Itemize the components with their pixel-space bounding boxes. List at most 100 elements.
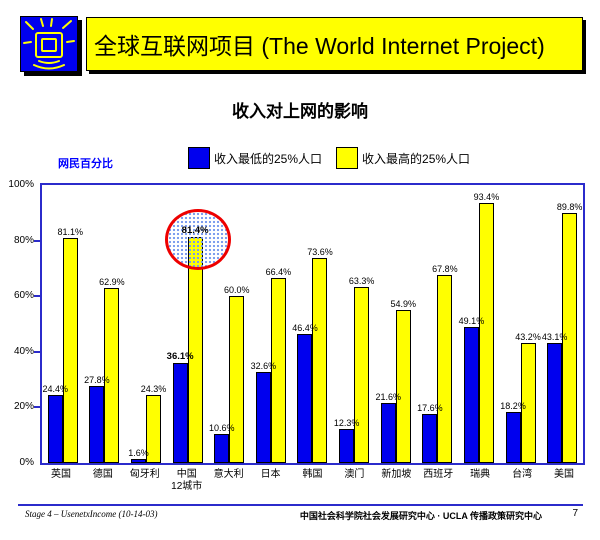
legend-label-low-income: 收入最低的25%人口 bbox=[214, 151, 323, 166]
bar-value-label: 89.8% bbox=[556, 202, 583, 213]
bar-group: 17.6% 67.8% bbox=[417, 185, 459, 463]
x-axis-labels: 英国 德国 匈牙利 中国 12城市 意大利 日本 韩国 澳门 新加坡 西班牙 瑞典 台湾 美国 bbox=[40, 469, 585, 492]
bar-high-income: 93.4% bbox=[474, 192, 499, 463]
x-axis-category-label: 韩国 bbox=[302, 469, 323, 480]
bar-low-income: 24.4% bbox=[43, 384, 68, 463]
bar-value-label: 17.6% bbox=[417, 403, 443, 414]
bar-low-income: 17.6% bbox=[417, 403, 443, 463]
bar-value-label: 27.8% bbox=[84, 374, 110, 385]
bar-group: 43.1% 89.8% bbox=[541, 185, 583, 463]
bar-high-income: 67.8% bbox=[432, 264, 458, 463]
bar-group: 12.3% 63.3% bbox=[333, 185, 375, 463]
bar-high-income: 54.9% bbox=[390, 299, 416, 463]
bar-high-income: 89.8% bbox=[557, 202, 582, 463]
bar-high-income: 73.6% bbox=[307, 247, 333, 463]
footer-left-text: Stage 4 – UsenetxIncome (10-14-03) bbox=[25, 509, 158, 519]
bar-value-label: 43.2% bbox=[515, 331, 541, 342]
bar-value-label: 10.6% bbox=[208, 422, 235, 433]
bar-group: 49.1% 93.4% bbox=[458, 185, 500, 463]
header-title: 全球互联网项目 (The World Internet Project) bbox=[94, 33, 545, 59]
x-axis-category-label: 德国 bbox=[92, 469, 113, 480]
y-axis-tick-mark bbox=[34, 406, 40, 409]
bar-high-income: 43.2% bbox=[515, 332, 541, 463]
bar-low-income: 1.6% bbox=[128, 448, 149, 463]
x-axis-category-label: 新加坡 bbox=[381, 469, 412, 480]
bar-value-label: 73.6% bbox=[307, 247, 333, 258]
bar-value-label: 81.1% bbox=[57, 226, 84, 237]
bar-value-label: 46.4% bbox=[292, 323, 318, 334]
x-axis-category-label: 瑞典 bbox=[470, 469, 491, 480]
x-axis-category-label: 澳门 bbox=[344, 469, 365, 480]
bar-value-label: 1.6% bbox=[128, 447, 149, 458]
x-axis-category-label: 英国 bbox=[50, 469, 71, 480]
footer-page-number: 7 bbox=[572, 508, 578, 519]
legend-entry-high: 收入最高的25%人口 bbox=[336, 147, 470, 169]
legend-swatch-low-income bbox=[188, 147, 210, 169]
bar-group: 24.4% 81.1% bbox=[42, 185, 84, 463]
bar-value-label: 18.2% bbox=[500, 401, 526, 412]
bar-value-label: 63.3% bbox=[348, 276, 375, 287]
legend-swatch-high-income bbox=[336, 147, 359, 169]
bar-high-income: 60.0% bbox=[224, 285, 250, 463]
bar-low-income: 49.1% bbox=[459, 316, 484, 463]
bar-low-income: 18.2% bbox=[500, 401, 526, 463]
bar-group: 21.6% 54.9% bbox=[375, 185, 417, 463]
y-axis-tick-label: 20% bbox=[13, 401, 34, 413]
bar-value-label: 32.6% bbox=[250, 361, 277, 372]
x-axis-category-label: 西班牙 bbox=[423, 469, 454, 480]
bar-group: 1.6% 24.3% bbox=[125, 185, 167, 463]
bar-group: 27.8% 62.9% bbox=[84, 185, 126, 463]
bar-low-income: 21.6% bbox=[375, 392, 401, 463]
bar-value-label: 24.3% bbox=[140, 384, 167, 395]
y-axis-tick-mark bbox=[34, 350, 40, 353]
bar-value-label: 21.6% bbox=[375, 391, 401, 402]
bar-low-income: 32.6% bbox=[251, 361, 276, 463]
bar-value-label: 36.1% bbox=[166, 350, 194, 362]
bar-group: 32.6% 66.4% bbox=[250, 185, 292, 463]
bar-chart-plot-area: 24.4% 81.1% 27.8% 62.9% 1.6% 24.3% 36.1% 81.4% 1… bbox=[40, 183, 585, 465]
emphasis-circle-annotation bbox=[165, 208, 232, 270]
bar-high-income: 66.4% bbox=[266, 267, 291, 463]
bar-value-label: 93.4% bbox=[473, 192, 500, 203]
bar-low-income: 12.3% bbox=[334, 418, 359, 463]
legend-label-high-income: 收入最高的25%人口 bbox=[362, 151, 471, 166]
bar-group: 36.1% 81.4% bbox=[167, 185, 209, 463]
bar-low-income: 27.8% bbox=[84, 375, 110, 463]
y-axis-tick-mark bbox=[34, 295, 40, 298]
bar-value-label: 49.1% bbox=[458, 315, 485, 326]
shining-monitor-icon bbox=[23, 18, 75, 70]
bar-low-income: 43.1% bbox=[542, 332, 567, 463]
bar-group: 10.6% 60.0% bbox=[208, 185, 250, 463]
bar-high-income: 62.9% bbox=[99, 277, 125, 463]
logo bbox=[20, 16, 78, 72]
x-axis-category-label: 日本 bbox=[260, 469, 281, 480]
y-axis-tick-mark bbox=[34, 239, 40, 242]
x-axis-category-label: 中国 12城市 bbox=[171, 469, 203, 492]
y-axis-tick-label: 60% bbox=[13, 290, 34, 302]
bar-value-label: 43.1% bbox=[541, 332, 568, 343]
y-axis-tick-label: 80% bbox=[13, 234, 34, 246]
x-axis-category-label: 匈牙利 bbox=[129, 469, 160, 480]
bar-value-label: 62.9% bbox=[99, 277, 125, 288]
chart-legend: 收入最低的25%人口 收入最高的25%人口 bbox=[188, 147, 470, 169]
y-axis-tick-label: 0% bbox=[19, 457, 34, 468]
bar-value-label: 12.3% bbox=[333, 417, 360, 428]
bar-value-label: 66.4% bbox=[265, 267, 292, 278]
y-axis-tick-label: 40% bbox=[13, 345, 34, 357]
bar-high-income: 24.3% bbox=[141, 384, 166, 463]
footer-divider bbox=[18, 504, 583, 506]
bar-value-label: 67.8% bbox=[432, 263, 458, 274]
bar-low-income: 36.1% bbox=[167, 351, 194, 463]
page-title: 收入对上网的影响 bbox=[232, 102, 368, 121]
bar-high-income: 63.3% bbox=[349, 276, 374, 463]
header-banner: 全球互联网项目 (The World Internet Project) bbox=[86, 17, 583, 71]
bar-value-label: 60.0% bbox=[223, 285, 250, 296]
bar-group: 46.4% 73.6% bbox=[292, 185, 334, 463]
legend-entry-low: 收入最低的25%人口 bbox=[188, 147, 322, 169]
footer-center-text: 中国社会科学院社会发展研究中心 · UCLA 传播政策研究中心 bbox=[299, 511, 542, 521]
bar-low-income: 46.4% bbox=[292, 323, 318, 463]
bar-value-label: 81.4% bbox=[181, 224, 209, 236]
y-axis-tick-label: 100% bbox=[8, 179, 34, 190]
bar-value-label: 24.4% bbox=[42, 384, 69, 395]
x-axis-category-label: 台湾 bbox=[512, 469, 533, 480]
